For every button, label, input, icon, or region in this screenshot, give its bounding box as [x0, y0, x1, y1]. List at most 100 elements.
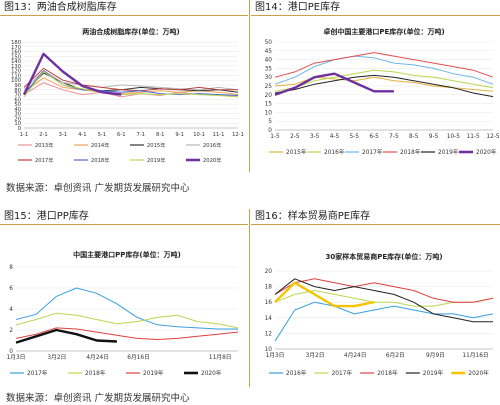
x-tick-label: 3月2日	[306, 352, 325, 359]
y-tick-label: 120	[11, 69, 21, 75]
y-tick-label: 70	[14, 93, 21, 99]
y-tick-label: 5	[268, 119, 272, 125]
y-tick-label: 18	[265, 285, 273, 291]
legend-entry: 2018年	[400, 148, 421, 156]
series-line-2018年	[15, 312, 239, 329]
legend-entry: 2019年	[423, 369, 444, 377]
x-tick-label: 6月2日	[386, 352, 405, 359]
x-tick-label: 12-5	[486, 134, 499, 140]
y-tick-label: 160	[11, 50, 21, 56]
series-line-2020年	[274, 72, 394, 96]
y-tick-label: 100	[11, 78, 21, 84]
panel-divider-bottom	[249, 209, 250, 387]
x-tick-label: 2-5	[290, 134, 300, 140]
x-tick-label: 3月2日	[47, 354, 66, 361]
y-tick-label: 25	[265, 84, 273, 90]
y-tick-label: 40	[265, 58, 273, 64]
figure-13-chart: 两油合成树脂库存(单位：万吨) 0102030405060708090100110…	[11, 27, 244, 164]
legend-entry: 2017年	[332, 369, 353, 377]
legend-entry: 2020年	[201, 369, 222, 377]
y-tick-label: 30	[265, 75, 273, 81]
figure-15-label: 图15：港口PP库存	[0, 209, 248, 225]
legend-entry: 2016年	[203, 141, 221, 149]
series-line-2019年	[274, 278, 493, 323]
y-tick-label: 0	[18, 126, 21, 132]
x-tick-label: 5-5	[350, 134, 360, 140]
y-tick-label: 4	[9, 307, 13, 313]
y-tick-label: 15	[265, 102, 273, 108]
y-tick-label: 35	[265, 66, 273, 72]
x-tick-label: 7-1	[136, 132, 144, 138]
legend-entry: 2020年	[476, 148, 497, 156]
legend-entry: 2015年	[286, 148, 307, 156]
legend-entry: 2020年	[203, 156, 221, 164]
series-line-2017年	[274, 55, 494, 85]
data-source-top: 数据来源：卓创资讯 广发期货发展研究中心	[6, 183, 190, 194]
x-tick-label: 4月24日	[86, 354, 109, 361]
y-tick-label: 6	[9, 286, 13, 292]
y-tick-label: 10	[265, 347, 273, 353]
x-tick-label: 6月16日	[127, 354, 150, 361]
x-tick-label: 2-1	[39, 132, 47, 138]
legend-entry: 2013年	[35, 141, 53, 149]
x-tick-label: 1-5	[270, 134, 280, 140]
y-tick-label: 10	[265, 110, 273, 116]
x-tick-label: 12-1	[232, 132, 244, 138]
legend-entry: 2019年	[438, 148, 459, 156]
x-tick-label: 4-1	[78, 132, 86, 138]
series-line-2016年	[274, 69, 494, 92]
y-tick-label: 50	[14, 102, 21, 108]
y-tick-label: 150	[11, 54, 21, 60]
x-tick-label: 3-1	[59, 132, 67, 138]
series-line-2017年	[15, 287, 238, 330]
legend-entry: 2014年	[91, 141, 109, 149]
x-tick-label: 1月3日	[266, 352, 285, 359]
y-tick-label: 0	[9, 349, 13, 355]
figure-15-panel: 图15：港口PP库存 中国主要港口PP库存(单位：万吨) 0 2 4 6 8 1月3日 3月2…	[0, 209, 248, 387]
series-line-2016年	[274, 301, 494, 342]
x-tick-label: 9月9日	[426, 352, 445, 359]
figure-15-chart: 中国主要港口PP库存(单位：万吨) 0 2 4 6 8 1月3日 3月2日 4月24日 6月16日…	[7, 250, 239, 377]
y-tick-label: 140	[11, 59, 21, 65]
y-tick-label: 180	[11, 40, 21, 46]
y-tick-label: 10	[14, 121, 21, 127]
x-tick-label: 11-1	[213, 132, 225, 138]
legend-entry: 2017年	[362, 148, 383, 156]
y-tick-label: 14	[265, 316, 273, 322]
y-tick-label: 170	[11, 45, 21, 51]
y-tick-label: 130	[11, 64, 21, 70]
chart-title: 30家样本贸易商PE库存(单位：万吨)	[325, 252, 442, 261]
x-tick-label: 11月16日	[462, 352, 488, 359]
figure-16-label: 图16：样本贸易商PE库存	[251, 209, 500, 225]
series-line-2020年	[15, 328, 117, 344]
legend-entry: 2016年	[324, 148, 345, 156]
y-tick-label: 0	[268, 128, 272, 134]
series-line-2019年	[23, 71, 239, 98]
y-tick-label: 80	[14, 88, 21, 94]
figure-14-label: 图14：港口PE库存	[251, 0, 500, 16]
chart-title: 卓创中国主要港口PE库存(单位：万吨)	[323, 27, 444, 36]
y-tick-label: 110	[11, 73, 21, 79]
y-tick-label: 50	[265, 40, 273, 46]
x-tick-label: 11-5	[467, 134, 480, 140]
x-tick-label: 8-1	[156, 132, 164, 138]
figure-14-panel: 图14：港口PE库存 卓创中国主要港口PE库存(单位：万吨) 0 5 10 15 20 25…	[251, 0, 500, 172]
x-tick-label: 9-5	[429, 134, 439, 140]
y-tick-label: 90	[14, 83, 21, 89]
legend-entry: 2019年	[143, 369, 164, 377]
series-line-2020年	[22, 52, 122, 96]
legend-entry: 2018年	[91, 156, 109, 164]
series-line-2018年	[274, 278, 494, 303]
figure-14-chart: 卓创中国主要港口PE库存(单位：万吨) 0 5 10 15 20 25 30 35 40 45 50 1…	[265, 27, 500, 156]
x-tick-label: 10-1	[193, 132, 205, 138]
legend-entry: 2019年	[147, 156, 165, 164]
y-tick-label: 60	[14, 97, 21, 103]
panel-divider-top	[249, 0, 250, 172]
series-line-2019年	[15, 327, 239, 340]
x-tick-label: 4月24日	[344, 352, 367, 359]
x-tick-label: 7-5	[389, 134, 399, 140]
data-source-bottom: 数据来源：卓创资讯 广发期货发展研究中心	[6, 393, 190, 404]
y-tick-label: 12	[265, 331, 273, 337]
x-tick-label: 1-1	[20, 132, 28, 138]
figure-16-panel: 图16：样本贸易商PE库存 30家样本贸易商PE库存(单位：万吨) 10 12 14 1…	[251, 209, 500, 387]
